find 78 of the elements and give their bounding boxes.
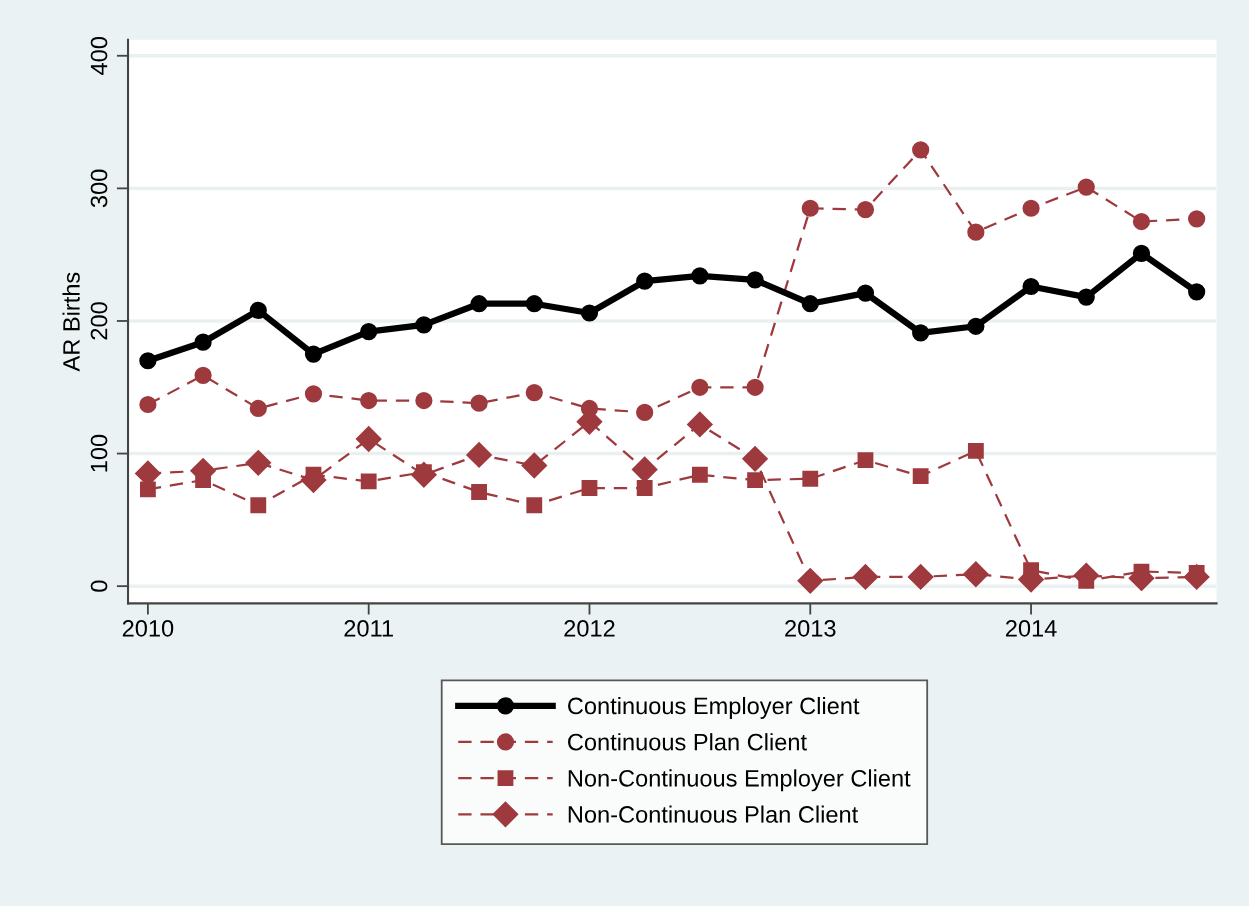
point	[249, 301, 267, 319]
point	[801, 295, 819, 313]
legend-label: Non-Continuous Plan Client	[568, 805, 859, 823]
point	[250, 497, 267, 514]
point	[912, 141, 930, 159]
point	[525, 383, 543, 402]
point	[415, 316, 433, 334]
point	[194, 333, 212, 351]
point	[1077, 178, 1095, 196]
point	[1132, 212, 1151, 231]
point	[801, 199, 819, 217]
point	[636, 272, 654, 290]
point	[521, 452, 548, 479]
point	[360, 391, 378, 410]
point	[304, 385, 323, 403]
point	[466, 442, 492, 468]
x-tick-label: 2014	[1005, 619, 1057, 637]
point	[747, 472, 763, 488]
point	[194, 366, 212, 384]
point	[691, 378, 709, 396]
point	[967, 443, 984, 459]
point	[1022, 277, 1040, 296]
point	[802, 470, 819, 487]
point	[631, 456, 658, 483]
x-tick-label: 2010	[122, 619, 174, 637]
point	[691, 267, 709, 285]
point	[1132, 244, 1151, 262]
point	[636, 480, 653, 496]
x-tick-label: 2013	[785, 619, 836, 637]
point	[1188, 283, 1206, 301]
point	[245, 450, 272, 476]
point	[360, 322, 378, 341]
point	[907, 564, 934, 590]
point	[1188, 210, 1206, 228]
point	[746, 271, 764, 289]
point	[304, 345, 323, 363]
x-tick-label: 2012	[564, 619, 615, 637]
point	[249, 399, 267, 418]
y-tick-label: 100	[90, 434, 108, 472]
y-tick-label: 300	[90, 169, 108, 208]
point	[797, 568, 824, 594]
point	[857, 452, 874, 469]
point	[471, 484, 487, 500]
point	[580, 304, 599, 322]
point	[912, 324, 930, 342]
point	[1022, 199, 1040, 217]
point	[139, 352, 157, 370]
point	[967, 317, 985, 335]
y-tick-label: 0	[90, 580, 108, 592]
legend-label: Continuous Employer Client	[568, 696, 860, 719]
point	[967, 223, 985, 241]
legend-label: Continuous Plan Client	[568, 733, 807, 751]
point	[525, 295, 543, 313]
x-tick-label: 2011	[344, 619, 393, 637]
point	[963, 561, 989, 587]
point	[139, 481, 156, 498]
point	[636, 403, 654, 422]
point	[355, 426, 382, 452]
point	[470, 295, 488, 313]
point	[360, 473, 377, 490]
point	[470, 394, 488, 412]
point	[746, 378, 764, 396]
point	[581, 480, 598, 496]
legend-label: Non-Continuous Employer Client	[568, 769, 911, 792]
point	[852, 564, 879, 590]
y-tick-label: 200	[90, 302, 108, 340]
point	[139, 395, 157, 414]
point	[856, 200, 875, 219]
point	[526, 497, 543, 514]
point	[912, 468, 929, 485]
point	[1077, 288, 1095, 306]
point	[687, 411, 713, 438]
y-axis-title: AR Births	[62, 272, 80, 372]
point	[691, 466, 708, 483]
point	[415, 391, 433, 410]
point	[742, 446, 768, 472]
y-tick-label: 400	[90, 37, 108, 75]
point	[856, 284, 875, 302]
